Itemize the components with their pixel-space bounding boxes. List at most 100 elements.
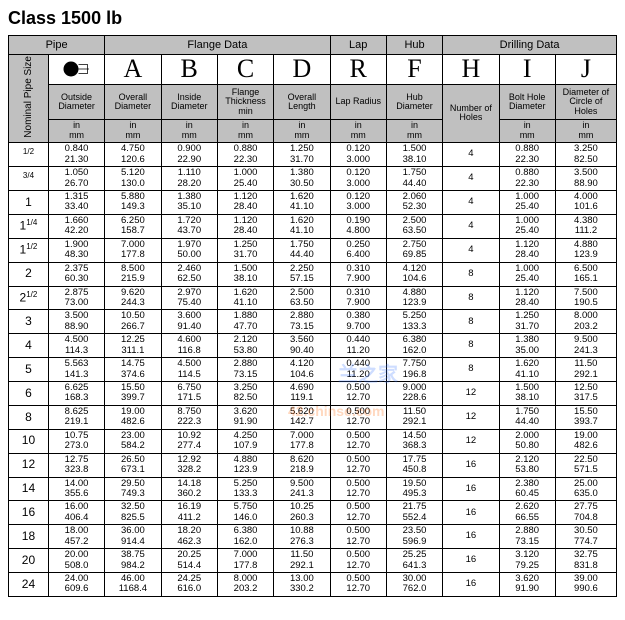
cell-c: 1.62041.10: [217, 286, 273, 310]
cell-od: 1.05026.70: [48, 167, 104, 191]
cell-a: 12.25311.1: [105, 334, 161, 358]
sub-outside-diameter: Outside Diameter: [48, 84, 104, 120]
cell-od: 2.87573.00: [48, 286, 104, 310]
sub-circle-holes: Diameter of Circle of Holes: [555, 84, 616, 120]
cell-h: 16: [443, 549, 499, 573]
cell-c: 2.12053.80: [217, 334, 273, 358]
cell-d: 9.500241.3: [274, 477, 330, 501]
cell-f: 7.750196.8: [386, 358, 442, 382]
cell-d: 2.88073.15: [274, 310, 330, 334]
unit-i: inmm: [499, 120, 555, 143]
cell-a: 46.001168.4: [105, 573, 161, 597]
cell-f: 1.50038.10: [386, 143, 442, 167]
cell-od: 2.37560.30: [48, 262, 104, 286]
group-flange: Flange Data: [105, 36, 330, 55]
cell-f: 19.50495.3: [386, 477, 442, 501]
cell-j: 7.500190.5: [555, 286, 616, 310]
cell-j: 39.00990.6: [555, 573, 616, 597]
cell-j: 12.50317.5: [555, 382, 616, 406]
cell-h: 8: [443, 262, 499, 286]
cell-c: 1.00025.40: [217, 167, 273, 191]
cell-j: 25.00635.0: [555, 477, 616, 501]
cell-h: 12: [443, 405, 499, 429]
cell-r: 0.50012.70: [330, 525, 386, 549]
cell-size: 14: [9, 477, 49, 501]
cell-d: 5.620142.7: [274, 405, 330, 429]
cell-f: 21.75552.4: [386, 501, 442, 525]
cell-d: 10.88276.3: [274, 525, 330, 549]
cell-b: 12.92328.2: [161, 453, 217, 477]
cell-size: 10: [9, 429, 49, 453]
cell-c: 1.25031.70: [217, 238, 273, 262]
cell-h: 8: [443, 286, 499, 310]
cell-d: 10.25260.3: [274, 501, 330, 525]
table-row: 22.37560.308.500215.92.46062.501.50038.1…: [9, 262, 617, 286]
table-row: 88.625219.119.00482.68.750222.33.62091.9…: [9, 405, 617, 429]
cell-b: 20.25514.4: [161, 549, 217, 573]
cell-a: 5.880149.3: [105, 191, 161, 215]
cell-c: 3.25082.50: [217, 382, 273, 406]
cell-f: 6.380162.0: [386, 334, 442, 358]
unit-r: inmm: [330, 120, 386, 143]
cell-d: 4.120104.6: [274, 358, 330, 382]
cell-a: 23.00584.2: [105, 429, 161, 453]
cell-b: 1.72043.70: [161, 214, 217, 238]
sub-inside-diameter: Inside Diameter: [161, 84, 217, 120]
cell-j: 30.50774.7: [555, 525, 616, 549]
cell-size: 4: [9, 334, 49, 358]
col-letter-c: C: [217, 55, 273, 85]
cell-a: 8.500215.9: [105, 262, 161, 286]
cell-d: 4.690119.1: [274, 382, 330, 406]
cell-a: 19.00482.6: [105, 405, 161, 429]
cell-c: 2.88073.15: [217, 358, 273, 382]
nominal-size-label: Nominal Pipe Size: [9, 55, 49, 143]
unit-b: inmm: [161, 120, 217, 143]
cell-r: 0.3107.900: [330, 262, 386, 286]
cell-r: 0.50012.70: [330, 501, 386, 525]
cell-a: 5.120130.0: [105, 167, 161, 191]
cell-j: 8.000203.2: [555, 310, 616, 334]
table-row: 66.625168.315.50399.76.750171.53.25082.5…: [9, 382, 617, 406]
cell-f: 30.00762.0: [386, 573, 442, 597]
cell-od: 18.00457.2: [48, 525, 104, 549]
cell-r: 0.50012.70: [330, 477, 386, 501]
cell-f: 11.50292.1: [386, 405, 442, 429]
cell-c: 1.12028.40: [217, 214, 273, 238]
spec-table: Pipe Flange Data Lap Hub Drilling Data N…: [8, 35, 617, 597]
cell-c: 1.12028.40: [217, 191, 273, 215]
cell-od: 0.84021.30: [48, 143, 104, 167]
table-row: 11/21.90048.307.000177.81.97050.001.2503…: [9, 238, 617, 262]
cell-h: 4: [443, 214, 499, 238]
cell-r: 0.50012.70: [330, 429, 386, 453]
cell-r: 0.1904.800: [330, 214, 386, 238]
sub-overall-length: Overall Length: [274, 84, 330, 120]
cell-a: 9.620244.3: [105, 286, 161, 310]
cell-b: 1.97050.00: [161, 238, 217, 262]
cell-i: 2.00050.80: [499, 429, 555, 453]
cell-d: 7.000177.8: [274, 429, 330, 453]
cell-h: 16: [443, 453, 499, 477]
unit-od: inmm: [48, 120, 104, 143]
cell-f: 4.880123.9: [386, 286, 442, 310]
cell-size: 3/4: [9, 167, 49, 191]
cell-r: 0.3809.700: [330, 310, 386, 334]
cell-i: 2.38060.45: [499, 477, 555, 501]
cell-size: 1/2: [9, 143, 49, 167]
cell-h: 8: [443, 334, 499, 358]
cell-h: 4: [443, 238, 499, 262]
table-row: 2424.00609.646.001168.424.25616.08.00020…: [9, 573, 617, 597]
cell-size: 2: [9, 262, 49, 286]
col-letter-a: A: [105, 55, 161, 85]
table-row: 11/41.66042.206.250158.71.72043.701.1202…: [9, 214, 617, 238]
cell-f: 5.250133.3: [386, 310, 442, 334]
cell-od: 24.00609.6: [48, 573, 104, 597]
cell-h: 4: [443, 167, 499, 191]
cell-size: 11/2: [9, 238, 49, 262]
sub-number-holes: Number of Holes: [443, 84, 499, 143]
cell-c: 1.50038.10: [217, 262, 273, 286]
cell-a: 36.00914.4: [105, 525, 161, 549]
cell-b: 24.25616.0: [161, 573, 217, 597]
cell-od: 14.00355.6: [48, 477, 104, 501]
cell-h: 8: [443, 310, 499, 334]
cell-j: 27.75704.8: [555, 501, 616, 525]
